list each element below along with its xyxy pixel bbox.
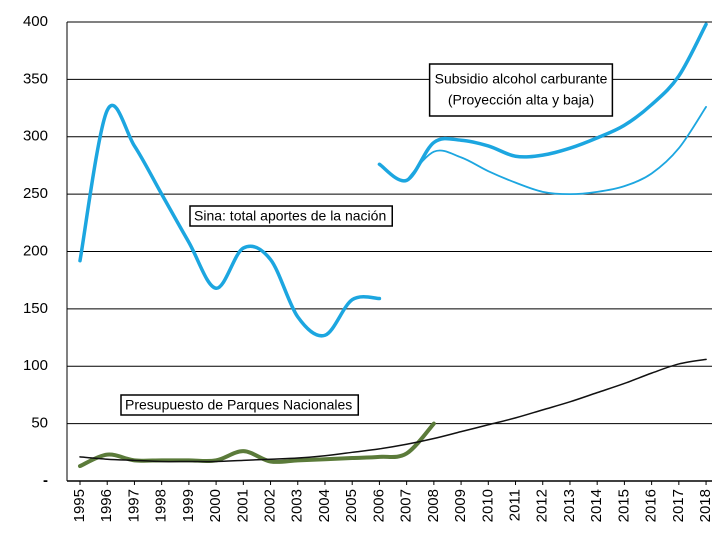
annotation: Subsidio alcohol carburante (Proyección a… [428,63,614,117]
y-tick-label: 250 [23,185,48,202]
annotation-text: (Proyección alta y baja) [448,92,594,108]
annotation-box [428,63,614,117]
legend-label: Presupuesto de Parques Nacionales [125,397,352,413]
label-box [120,394,360,416]
x-tick-label: 2018 [697,489,712,522]
x-tick-label: 2007 [398,489,415,522]
series-label: Sina: total aportes de la nación [189,205,393,227]
annotation-text: Subsidio alcohol carburante [435,71,608,87]
x-tick-label: 2001 [234,489,251,522]
series-line [79,358,707,463]
series-line [78,103,382,338]
y-tick-label: 400 [23,13,48,30]
y-tick-label: 100 [23,357,48,374]
y-tick-label: 50 [31,415,48,432]
y-tick-label: 350 [23,70,48,87]
x-tick-label: 2013 [561,489,578,522]
x-tick-label: 1998 [153,489,170,522]
x-tick-label: 1999 [180,489,197,522]
series-label: Presupuesto de Parques Nacionales [120,394,360,416]
x-tick-label: 2002 [262,489,279,522]
y-tick-label: - [43,472,48,489]
x-tick-label: 2011 [506,489,523,521]
x-tick-label: 2016 [643,489,660,522]
x-tick-label: 2005 [343,489,360,522]
x-tick-label: 2008 [425,489,442,522]
x-tick-label: 2000 [207,489,224,522]
legend-label: Sina: total aportes de la nación [194,208,386,224]
x-tick-label: 2010 [479,489,496,522]
y-tick-label: 150 [23,300,48,317]
x-tick-label: 2003 [289,489,306,522]
x-tick-label: 1996 [98,489,115,522]
x-tick-label: 2014 [588,489,605,522]
x-tick-label: 2015 [615,489,632,522]
y-tick-label: 300 [23,128,48,145]
x-tick-label: 2017 [670,489,687,522]
x-tick-label: 2006 [370,489,387,522]
y-tick-label: 200 [23,242,48,259]
x-tick-label: 1997 [125,489,142,522]
x-tick-label: 2004 [316,489,333,522]
series-line [405,106,707,196]
x-tick-label: 2012 [534,489,551,522]
x-tick-label: 1995 [71,489,88,522]
label-box [189,205,393,227]
x-tick-label: 2009 [452,489,469,522]
series-line [377,22,708,183]
